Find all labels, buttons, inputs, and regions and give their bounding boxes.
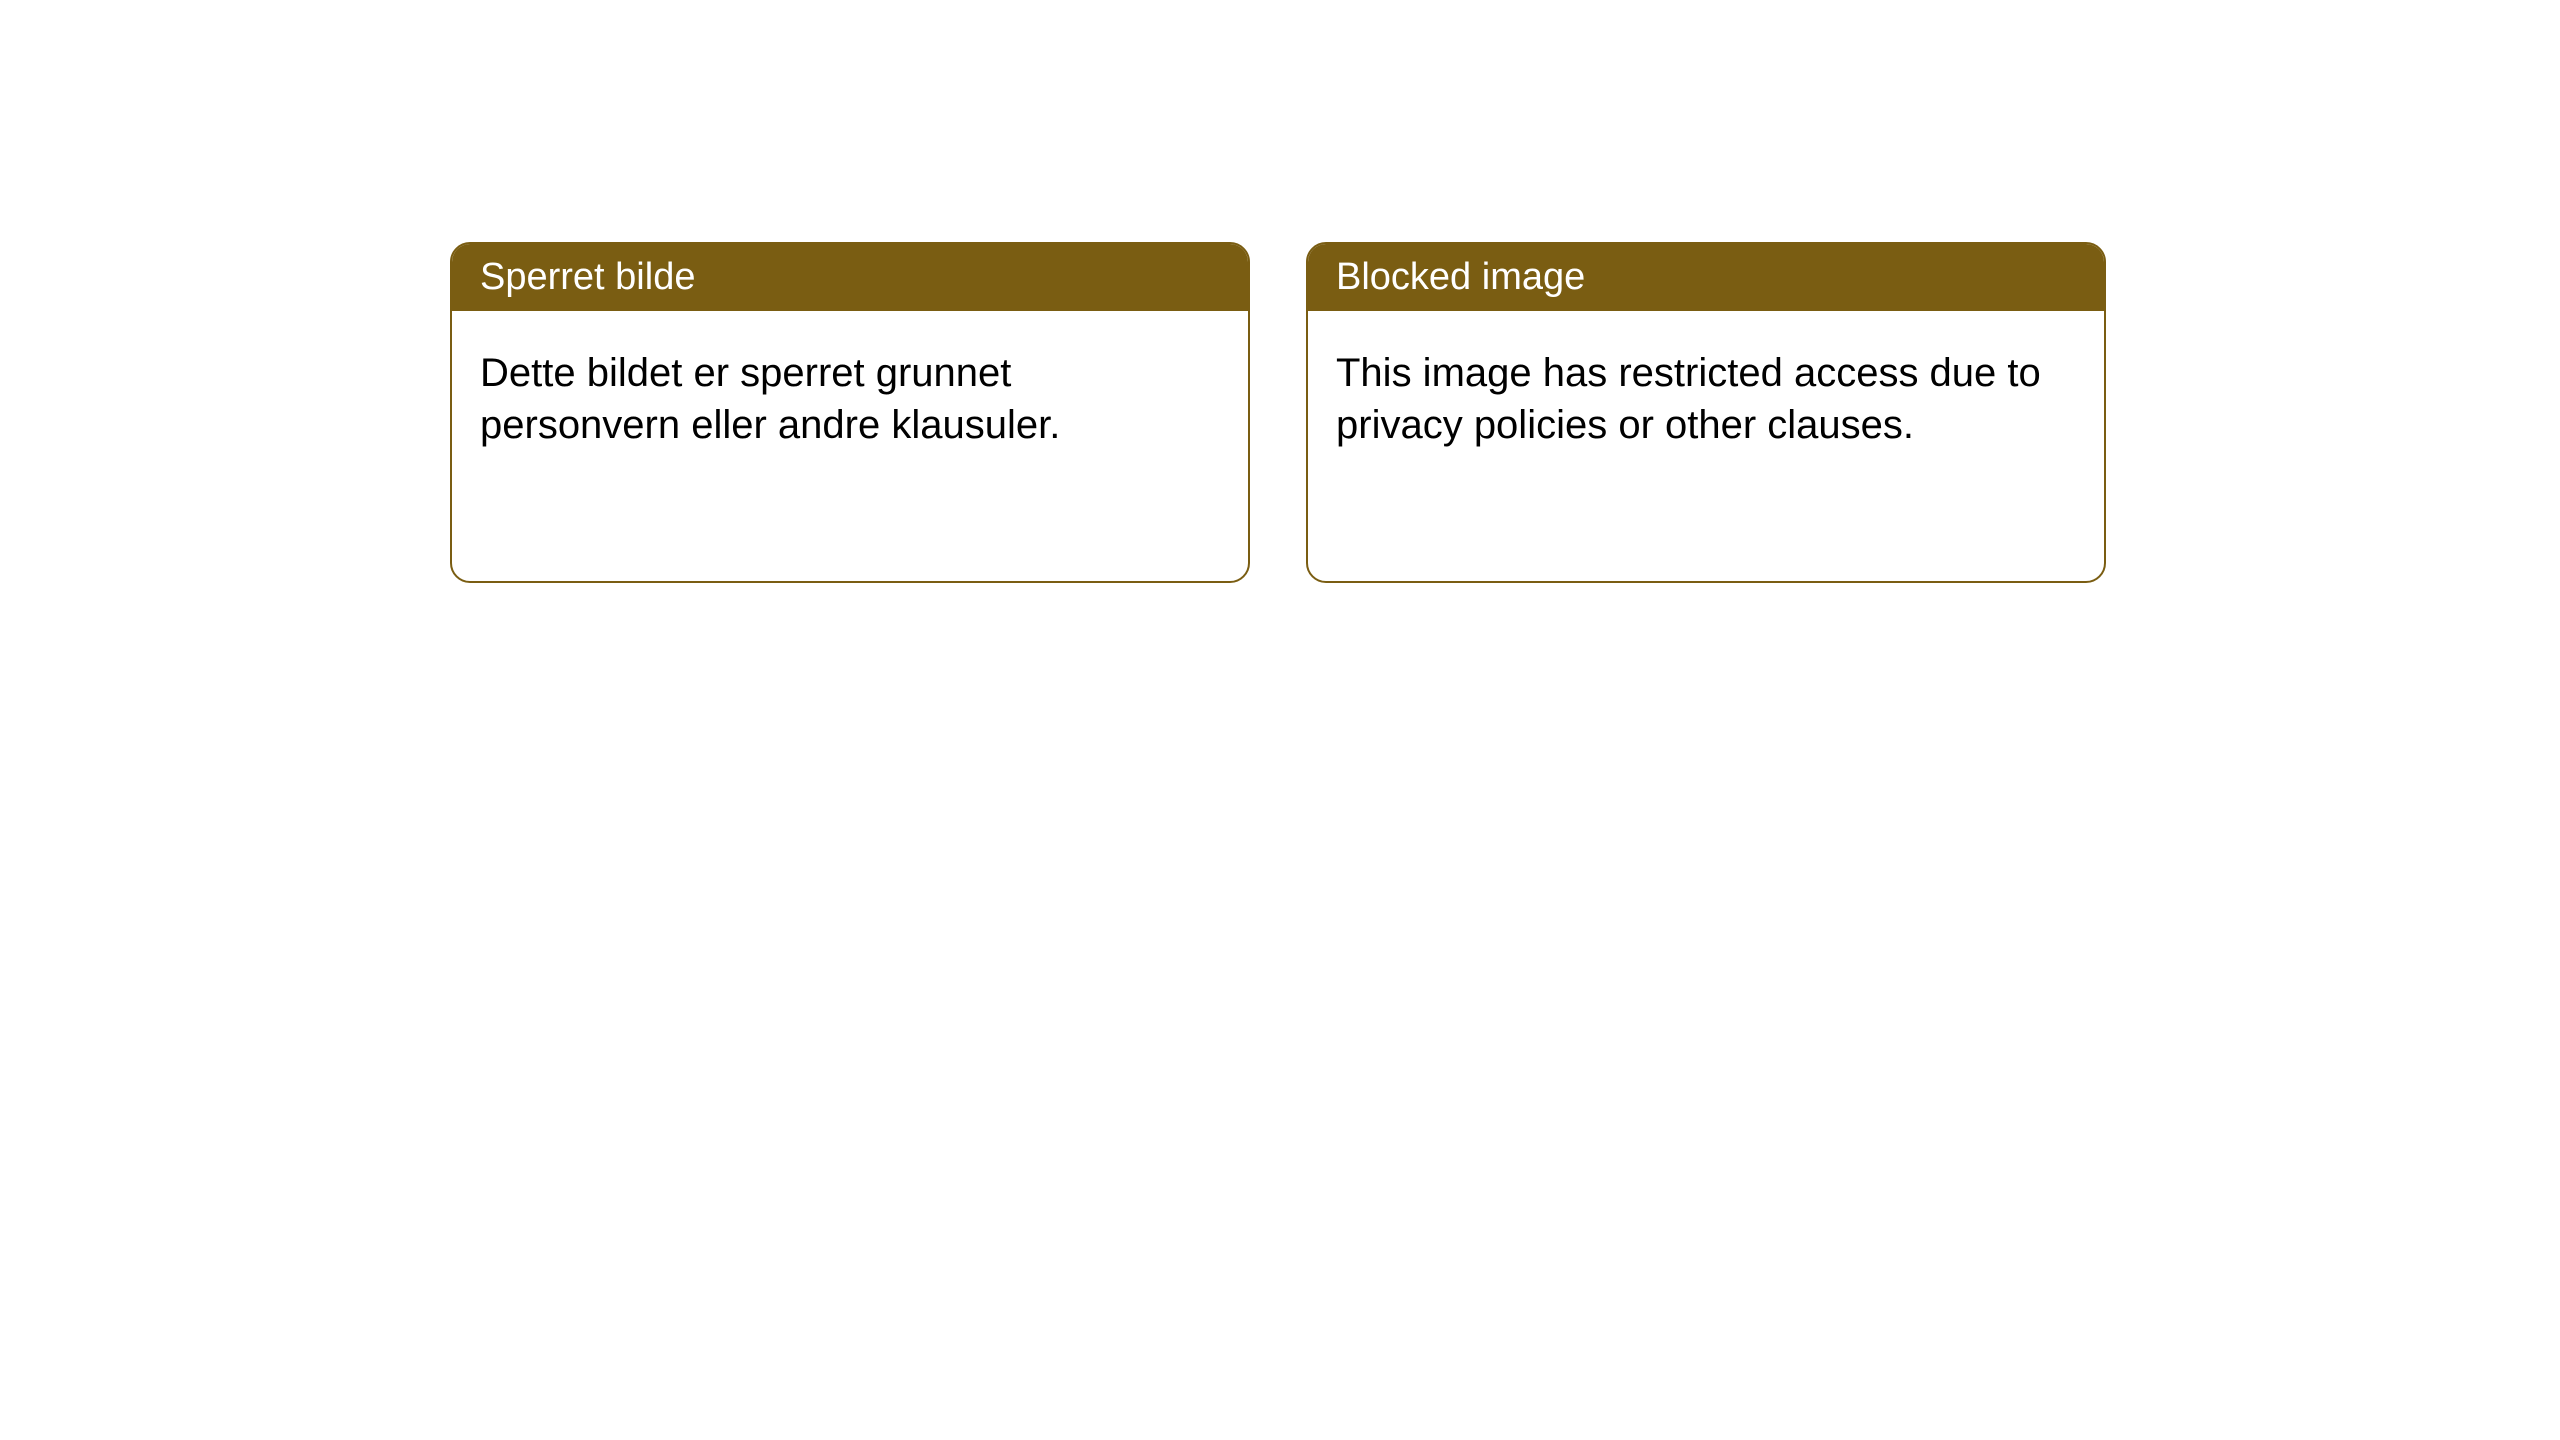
card-title: Sperret bilde: [480, 256, 695, 298]
card-message: This image has restricted access due to …: [1336, 347, 2076, 451]
card-body: Dette bildet er sperret grunnet personve…: [452, 311, 1248, 581]
card-title: Blocked image: [1336, 256, 1585, 298]
card-message: Dette bildet er sperret grunnet personve…: [480, 347, 1220, 451]
card-header: Blocked image: [1308, 244, 2104, 311]
card-header: Sperret bilde: [452, 244, 1248, 311]
notice-card-norwegian: Sperret bilde Dette bildet er sperret gr…: [450, 242, 1250, 583]
notice-cards-container: Sperret bilde Dette bildet er sperret gr…: [0, 0, 2560, 583]
card-body: This image has restricted access due to …: [1308, 311, 2104, 581]
notice-card-english: Blocked image This image has restricted …: [1306, 242, 2106, 583]
